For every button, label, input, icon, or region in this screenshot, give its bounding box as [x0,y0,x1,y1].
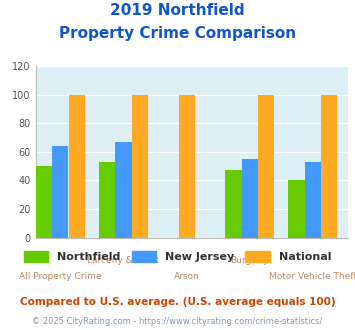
Text: 2019 Northfield: 2019 Northfield [110,3,245,18]
Bar [321,95,337,238]
Bar [305,162,321,238]
Legend: Northfield, New Jersey, National: Northfield, New Jersey, National [20,247,335,267]
Text: Property Crime Comparison: Property Crime Comparison [59,26,296,41]
Bar [99,162,115,238]
Bar [36,166,53,238]
Bar [225,170,241,238]
Text: Motor Vehicle Theft: Motor Vehicle Theft [269,272,355,281]
Text: Arson: Arson [174,272,200,281]
Bar [53,146,69,238]
Bar [69,95,84,238]
Bar [132,95,148,238]
Text: Larceny & Theft: Larceny & Theft [87,256,159,265]
Text: All Property Crime: All Property Crime [19,272,102,281]
Bar [258,95,274,238]
Bar [179,95,195,238]
Bar [289,181,305,238]
Bar [115,142,132,238]
Text: Compared to U.S. average. (U.S. average equals 100): Compared to U.S. average. (U.S. average … [20,297,335,307]
Bar [241,159,258,238]
Text: Burglary: Burglary [230,256,269,265]
Text: © 2025 CityRating.com - https://www.cityrating.com/crime-statistics/: © 2025 CityRating.com - https://www.city… [32,317,323,326]
